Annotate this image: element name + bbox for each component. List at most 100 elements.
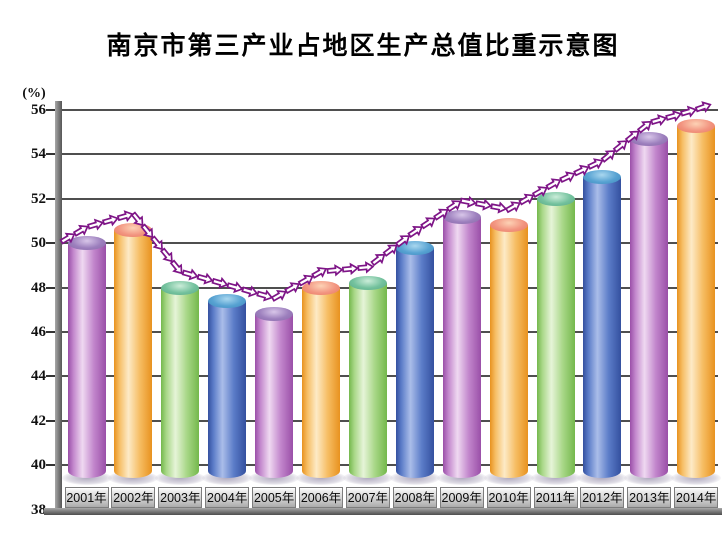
year-label-2007: 2007年 xyxy=(345,487,390,508)
y-tick-mark-42 xyxy=(46,419,56,422)
y-axis-line xyxy=(55,101,62,513)
trend-arrow xyxy=(490,201,508,214)
trend-arrow xyxy=(420,217,436,230)
y-tick-mark-54 xyxy=(46,153,56,156)
gridline-52 xyxy=(62,197,718,200)
trend-arrow xyxy=(680,105,698,118)
y-tick-mark-46 xyxy=(46,331,56,333)
bar-top-ellipse xyxy=(489,218,528,233)
trend-arrow xyxy=(587,158,604,170)
trend-arrow xyxy=(181,268,199,281)
bar-cylinder-2013 xyxy=(630,138,669,478)
trend-arrow xyxy=(270,289,287,302)
y-tick-label-46: 46 xyxy=(31,324,46,340)
y-tick-label-42: 42 xyxy=(31,412,46,429)
y-tick-label-38: 38 xyxy=(31,501,46,518)
y-tick-label-48: 48 xyxy=(31,279,46,296)
trend-arrow xyxy=(169,259,183,275)
y-tick-label-52: 52 xyxy=(31,190,46,207)
y-axis-unit-label: (%) xyxy=(22,86,46,101)
trend-arrow xyxy=(650,114,668,127)
y-tick-label-40: 40 xyxy=(31,457,46,474)
year-label-2001: 2001年 xyxy=(64,487,109,508)
x-axis-baseline xyxy=(44,508,722,515)
gridline-48 xyxy=(62,286,718,289)
year-label-2012: 2012年 xyxy=(580,487,625,508)
trend-arrow xyxy=(101,214,119,227)
bar-top-ellipse xyxy=(442,209,481,224)
bar-top-ellipse xyxy=(161,280,200,295)
trend-arrow xyxy=(475,198,493,211)
bar-top-ellipse xyxy=(255,307,294,322)
year-label-2009: 2009年 xyxy=(439,487,484,508)
bar-top-ellipse xyxy=(677,118,716,133)
y-tick-label-54: 54 xyxy=(31,146,46,163)
chart-title: 南京市第三产业占地区生产总值比重示意图 xyxy=(106,33,620,60)
gridline-56 xyxy=(62,109,718,111)
bar-cylinder-2001 xyxy=(67,243,106,478)
y-tick-label-56: 56 xyxy=(31,102,46,118)
year-label-2013: 2013年 xyxy=(627,487,672,508)
y-tick-mark-56 xyxy=(46,109,56,111)
gridline-46 xyxy=(62,331,718,333)
y-tick-label-50: 50 xyxy=(31,235,46,252)
bar-cylinder-2002 xyxy=(114,229,153,478)
bar-top-ellipse xyxy=(536,191,575,206)
bar-cylinder-2005 xyxy=(255,314,294,478)
year-label-2014: 2014年 xyxy=(674,487,719,508)
bar-cylinder-2010 xyxy=(489,225,528,478)
bar-cylinder-2008 xyxy=(395,247,434,478)
y-tick-mark-44 xyxy=(46,375,56,378)
year-label-2003: 2003年 xyxy=(158,487,203,508)
trend-arrow xyxy=(545,178,562,191)
bar-top-ellipse xyxy=(302,280,340,295)
year-label-2004: 2004年 xyxy=(205,487,250,508)
trend-arrow xyxy=(116,210,134,223)
bar-cylinder-2004 xyxy=(208,300,247,478)
bar-cylinder-2011 xyxy=(536,198,575,478)
trend-arrow xyxy=(407,226,423,239)
year-label-2010: 2010年 xyxy=(486,487,531,508)
gridline-40 xyxy=(62,464,718,467)
trend-arrow xyxy=(370,253,386,267)
gridline-54 xyxy=(62,153,718,156)
gridline-42 xyxy=(62,419,718,422)
y-tick-mark-52 xyxy=(46,197,56,200)
bar-top-ellipse xyxy=(395,240,434,255)
bar-top-ellipse xyxy=(67,236,106,251)
trend-arrow xyxy=(311,266,328,279)
bar-top-ellipse xyxy=(630,131,669,146)
trend-arrow xyxy=(159,247,173,263)
bar-cylinder-2007 xyxy=(348,283,387,478)
trend-arrow xyxy=(612,140,628,154)
trend-arrow xyxy=(256,289,274,302)
bar-top-ellipse xyxy=(348,276,387,291)
trend-arrow xyxy=(357,261,375,274)
trend-arrow xyxy=(665,109,683,122)
bar-cylinder-2012 xyxy=(583,176,622,478)
bar-cylinder-2006 xyxy=(302,287,340,478)
year-label-2011: 2011年 xyxy=(533,487,578,508)
year-label-2008: 2008年 xyxy=(392,487,437,508)
y-tick-label-44: 44 xyxy=(31,368,46,385)
trend-arrow xyxy=(341,262,359,276)
trend-arrow xyxy=(694,101,712,113)
bar-cylinder-2009 xyxy=(442,216,481,478)
trend-arrow xyxy=(600,150,616,163)
year-label-2005: 2005年 xyxy=(252,487,297,508)
trend-arrow xyxy=(326,264,344,277)
bar-top-ellipse xyxy=(583,169,622,184)
trend-arrow xyxy=(196,272,214,285)
y-tick-mark-50 xyxy=(46,242,56,245)
trend-arrow xyxy=(87,218,105,231)
bar-top-ellipse xyxy=(114,222,153,237)
y-tick-mark-48 xyxy=(46,286,56,289)
bar-cylinder-2014 xyxy=(677,125,716,478)
trend-arrow xyxy=(504,201,521,214)
gridline-44 xyxy=(62,375,718,378)
bar-top-ellipse xyxy=(208,293,247,308)
trend-arrow xyxy=(559,171,576,184)
y-tick-mark-40 xyxy=(46,464,56,467)
bar-cylinder-2003 xyxy=(161,287,200,478)
